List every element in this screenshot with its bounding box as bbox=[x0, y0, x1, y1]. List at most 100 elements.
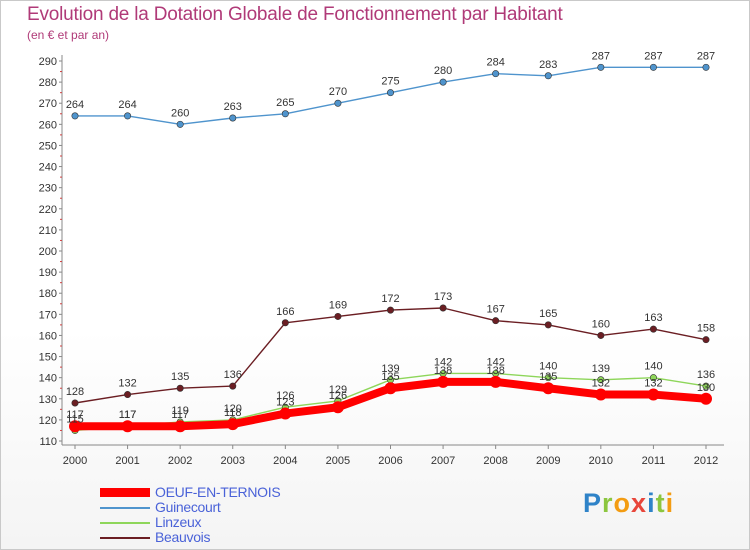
x-tick-label: 2009 bbox=[536, 455, 560, 467]
data-label: 120 bbox=[224, 403, 242, 415]
y-tick-label: 290 bbox=[39, 56, 57, 68]
logo-letter: i bbox=[665, 488, 675, 518]
data-label: 115 bbox=[66, 413, 84, 425]
y-tick-label: 150 bbox=[39, 352, 57, 364]
data-label: 166 bbox=[276, 306, 294, 318]
data-point bbox=[229, 114, 237, 122]
data-label: 284 bbox=[486, 57, 504, 69]
y-tick-label: 190 bbox=[39, 267, 57, 279]
data-label: 172 bbox=[381, 293, 399, 305]
data-label: 132 bbox=[118, 378, 136, 390]
data-point bbox=[544, 374, 552, 382]
y-tick-label: 270 bbox=[39, 98, 57, 110]
data-label: 158 bbox=[697, 323, 715, 335]
data-point bbox=[647, 388, 660, 401]
x-tick-label: 2010 bbox=[589, 455, 613, 467]
data-point bbox=[594, 388, 607, 401]
data-point bbox=[226, 418, 239, 431]
data-label: 287 bbox=[697, 50, 715, 62]
data-point bbox=[439, 78, 447, 86]
data-point bbox=[384, 382, 397, 395]
data-label: 265 bbox=[276, 97, 294, 109]
data-label: 260 bbox=[171, 107, 189, 119]
legend-swatch bbox=[100, 507, 150, 509]
data-point bbox=[279, 407, 292, 420]
logo-letter: t bbox=[655, 488, 666, 518]
legend-label: Linzeux bbox=[155, 514, 202, 530]
data-point bbox=[174, 420, 187, 433]
x-tick-label: 2003 bbox=[221, 455, 245, 467]
data-point bbox=[71, 112, 79, 120]
data-label: 287 bbox=[644, 50, 662, 62]
legend-label: OEUF-EN-TERNOIS bbox=[155, 484, 281, 500]
logo-letter: o bbox=[613, 488, 632, 518]
data-point bbox=[121, 420, 134, 433]
data-point bbox=[124, 112, 132, 120]
data-label: 280 bbox=[434, 65, 452, 77]
data-point bbox=[334, 99, 342, 107]
legend-swatch bbox=[100, 537, 150, 539]
data-label: 275 bbox=[381, 76, 399, 88]
x-tick-label: 2008 bbox=[483, 455, 507, 467]
data-label: 123 bbox=[276, 397, 294, 409]
x-tick-label: 2006 bbox=[378, 455, 402, 467]
data-label: 264 bbox=[66, 99, 84, 111]
data-label: 132 bbox=[644, 378, 662, 390]
y-tick-label: 170 bbox=[39, 309, 57, 321]
data-point bbox=[331, 401, 344, 414]
logo-letter: x bbox=[631, 488, 648, 518]
data-point bbox=[702, 382, 710, 390]
data-point bbox=[649, 374, 657, 382]
data-label: 173 bbox=[434, 291, 452, 303]
x-tick-label: 2012 bbox=[694, 455, 718, 467]
y-tick-label: 120 bbox=[39, 415, 57, 427]
legend-label: Beauvois bbox=[155, 529, 211, 545]
y-tick-label: 220 bbox=[39, 204, 57, 216]
y-tick-label: 240 bbox=[39, 162, 57, 174]
data-point bbox=[386, 306, 394, 314]
legend-swatch bbox=[100, 488, 150, 497]
data-point bbox=[229, 382, 237, 390]
data-label: 140 bbox=[644, 361, 662, 373]
data-label: 128 bbox=[66, 386, 84, 398]
axes: 110 120 130 140 150 160 170 180 190 200 210 220 230 2… bbox=[39, 55, 724, 467]
data-point bbox=[124, 391, 132, 399]
logo-letter: P bbox=[583, 488, 603, 518]
data-label: 163 bbox=[644, 312, 662, 324]
y-tick-label: 110 bbox=[39, 436, 57, 448]
data-label: 160 bbox=[592, 318, 610, 330]
y-tick-label: 180 bbox=[39, 288, 57, 300]
data-point bbox=[334, 312, 342, 320]
data-label: 138 bbox=[434, 365, 452, 377]
data-label: 287 bbox=[592, 50, 610, 62]
data-label: 140 bbox=[539, 361, 557, 373]
data-point bbox=[544, 321, 552, 329]
data-point bbox=[281, 319, 289, 327]
data-label: 135 bbox=[171, 371, 189, 383]
y-tick-label: 200 bbox=[39, 246, 57, 258]
data-point bbox=[702, 63, 710, 71]
data-point bbox=[69, 420, 81, 433]
data-label: 142 bbox=[434, 356, 452, 368]
data-point bbox=[544, 72, 552, 80]
data-label: 270 bbox=[329, 86, 347, 98]
x-tick-label: 2011 bbox=[642, 455, 666, 467]
data-label: 118 bbox=[224, 407, 242, 419]
proxiti-logo: Proxiti bbox=[583, 488, 674, 519]
data-point bbox=[492, 70, 500, 78]
data-point bbox=[702, 336, 710, 344]
logo-letter: r bbox=[602, 488, 614, 518]
y-tick-label: 130 bbox=[39, 394, 57, 406]
data-point bbox=[71, 399, 79, 407]
data-label: 139 bbox=[592, 363, 610, 375]
data-point bbox=[437, 375, 450, 388]
x-tick-label: 2002 bbox=[168, 455, 192, 467]
data-label: 132 bbox=[592, 378, 610, 390]
y-tick-label: 230 bbox=[39, 183, 57, 195]
data-label: 136 bbox=[697, 369, 715, 381]
data-label: 264 bbox=[118, 99, 136, 111]
x-tick-label: 2000 bbox=[63, 455, 87, 467]
data-label: 263 bbox=[224, 101, 242, 113]
data-point bbox=[489, 375, 502, 388]
data-point bbox=[176, 384, 184, 392]
